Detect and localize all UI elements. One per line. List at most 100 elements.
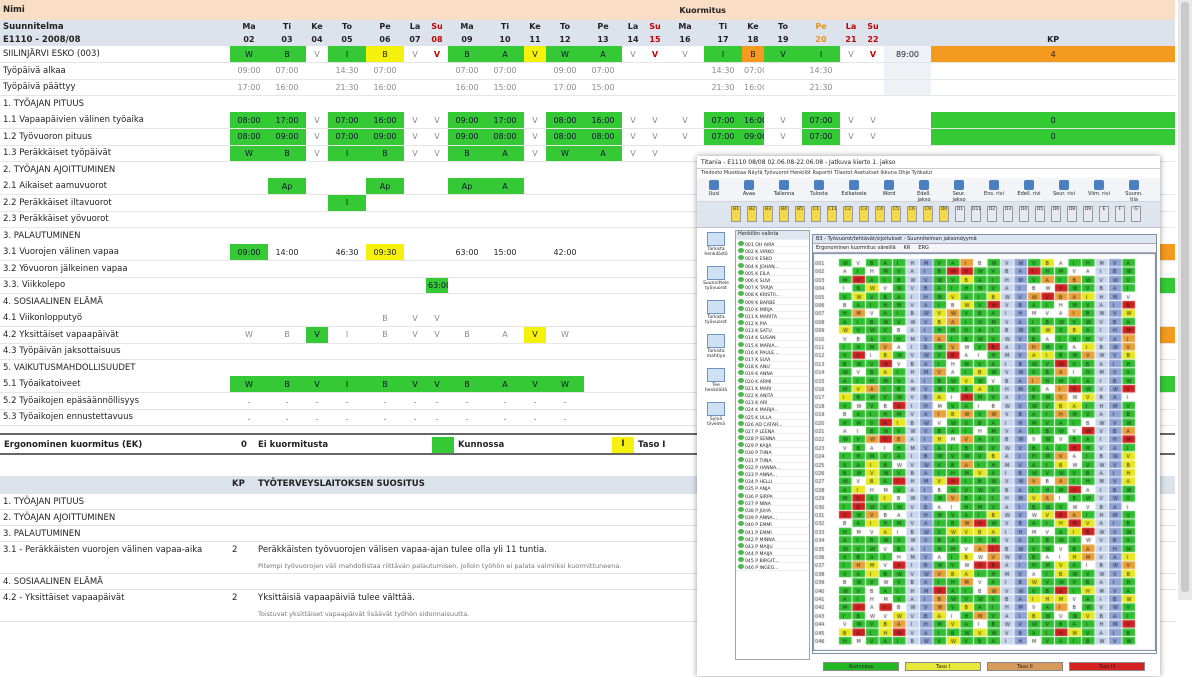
sidebar-button[interactable]: Tarkista mahtiya — [703, 334, 729, 366]
person-row[interactable]: 026 AD CATAR... — [736, 420, 809, 428]
shift-code-tab[interactable]: E — [1099, 206, 1109, 222]
person-row[interactable]: 008 K KRISTII... — [736, 290, 809, 298]
toolbar-button[interactable]: Seur. rivi — [1051, 180, 1077, 197]
person-row[interactable]: 002 K VIRKO — [736, 247, 809, 255]
toolbar-button[interactable]: Word — [876, 180, 902, 197]
scrollbar-thumb[interactable] — [1181, 2, 1189, 592]
person-row[interactable]: 038 P JUHA — [736, 506, 809, 514]
toolbar-button[interactable]: Edell. jakso — [911, 180, 937, 203]
person-row[interactable]: 009 K BARBE — [736, 298, 809, 306]
person-row[interactable]: 010 K MIRJA — [736, 305, 809, 313]
person-row[interactable]: 034 P HELLI — [736, 477, 809, 485]
toolbar-button[interactable]: Uusi — [701, 180, 727, 197]
grid-tab[interactable]: KR — [903, 245, 911, 251]
sidebar-button[interactable]: Suunnittele työvuorot — [703, 266, 729, 298]
person-row[interactable]: 039 P ANNA... — [736, 513, 809, 521]
sidebar-button[interactable]: Sylvä tiiveimä — [703, 402, 729, 434]
person-row[interactable]: 040 P EMMI — [736, 520, 809, 528]
person-row[interactable]: 029 P KAIJA — [736, 441, 809, 449]
person-row[interactable]: 005 K EILA — [736, 269, 809, 277]
shift-code-tab[interactable]: C11 — [827, 206, 837, 222]
person-row[interactable]: 025 K ULLA — [736, 413, 809, 421]
shift-code-tab[interactable]: B2 — [747, 206, 757, 222]
menu-bar[interactable]: Tiedosto Muokkaa Näytä Työvuorot Henkilö… — [701, 170, 933, 176]
shift-code-tab[interactable]: C9 — [923, 206, 933, 222]
shift-code-tab[interactable]: C3 — [859, 206, 869, 222]
person-row[interactable]: 018 K ANU — [736, 362, 809, 370]
shift-code-tab[interactable]: D2 — [987, 206, 997, 222]
shift-code-tab[interactable]: G — [1131, 206, 1141, 222]
person-row[interactable]: 001 OH AIRA — [736, 240, 809, 248]
sidebar-button[interactable]: Tee henkilöitä — [703, 368, 729, 400]
toolbar-button[interactable]: Tulosta — [806, 180, 832, 197]
person-list[interactable]: Henkilön valinta 001 OH AIRA 002 K VIRKO 0… — [735, 230, 810, 660]
person-row[interactable]: 016 K PAULE... — [736, 348, 809, 356]
shift-code-tab[interactable]: C2 — [843, 206, 853, 222]
toolbar-button[interactable]: Seur. jakso — [946, 180, 972, 203]
person-row[interactable]: 017 K SUVI — [736, 355, 809, 363]
person-row[interactable]: 033 P ANNA... — [736, 470, 809, 478]
person-row[interactable]: 044 P MAIJA — [736, 549, 809, 557]
grid-tab[interactable]: Ergonominen kuormitus väreillä — [816, 245, 896, 251]
titania-window[interactable]: Titania - E1110 08/08 02.06.08-22.06.08 … — [697, 156, 1160, 676]
shift-code-tab[interactable]: C6 — [907, 206, 917, 222]
person-row[interactable]: 007 K TARJA — [736, 283, 809, 291]
person-row[interactable]: 036 P SIRPA — [736, 492, 809, 500]
person-row[interactable]: 004 K JOHAN... — [736, 262, 809, 270]
person-row[interactable]: 030 P TIINA — [736, 448, 809, 456]
person-row[interactable]: 015 K MARIA... — [736, 341, 809, 349]
person-row[interactable]: 013 K SATU — [736, 326, 809, 334]
person-row[interactable]: 027 P LEENA — [736, 427, 809, 435]
shift-code-tab[interactable]: D9 — [1083, 206, 1093, 222]
person-row[interactable]: 003 K ESKO — [736, 254, 809, 262]
shift-code-tab[interactable]: D3 — [1003, 206, 1013, 222]
person-row[interactable]: 032 P HANNA... — [736, 463, 809, 471]
sidebar-button[interactable]: Tarkista henkilöstö — [703, 232, 729, 264]
shift-code-tab[interactable]: C5 — [891, 206, 901, 222]
toolbar-button[interactable]: Suunn. tila — [1121, 180, 1147, 203]
person-row[interactable]: 028 P SENNA — [736, 434, 809, 442]
shift-code-tab[interactable]: D5 — [1035, 206, 1045, 222]
person-row[interactable]: 021 K MARI — [736, 384, 809, 392]
person-row[interactable]: 014 K SUSAN — [736, 333, 809, 341]
shift-code-tab[interactable]: C1 — [811, 206, 821, 222]
sidebar-button[interactable]: Tarkista työvuorot — [703, 300, 729, 332]
schedule-grid-canvas[interactable] — [813, 253, 1156, 651]
toolbar-button[interactable]: Avaa — [736, 180, 762, 197]
shift-code-tab[interactable]: D6 — [1051, 206, 1061, 222]
shift-code-tab[interactable]: B1 — [731, 206, 741, 222]
shift-code-tab[interactable]: D4 — [1019, 206, 1029, 222]
person-row[interactable]: 041 P EMMI — [736, 528, 809, 536]
person-row[interactable]: 031 P TIINA — [736, 456, 809, 464]
toolbar-button[interactable]: Esikatsele — [841, 180, 867, 197]
person-row[interactable]: 037 P NINA — [736, 499, 809, 507]
person-row[interactable]: 006 K SUVI — [736, 276, 809, 284]
toolbar-button[interactable]: Ens. rivi — [981, 180, 1007, 197]
person-row[interactable]: 011 K MARITA — [736, 312, 809, 320]
grid-tab[interactable]: ERG — [918, 245, 929, 251]
shift-code-tab[interactable]: B3 — [763, 206, 773, 222]
shift-code-tab[interactable]: D0 — [939, 206, 949, 222]
person-row[interactable]: 042 P MINNA — [736, 535, 809, 543]
person-row[interactable]: 035 P ANJA — [736, 484, 809, 492]
person-row[interactable]: 019 K ANNA — [736, 369, 809, 377]
person-row[interactable]: 024 K MARJA... — [736, 405, 809, 413]
person-row[interactable]: 022 K ANITA — [736, 391, 809, 399]
person-row[interactable]: 023 K ARI — [736, 398, 809, 406]
vertical-scrollbar[interactable] — [1178, 0, 1192, 600]
shift-code-tab[interactable]: D1 — [955, 206, 965, 222]
shift-code-tab[interactable]: F — [1115, 206, 1125, 222]
person-row[interactable]: 046 P INGEG... — [736, 563, 809, 571]
schedule-grid[interactable]: B3 - Työvuorot/tehtävät/sijoitukset - Su… — [812, 234, 1157, 654]
person-row[interactable]: 043 P MAIJU — [736, 542, 809, 550]
person-row[interactable]: 012 K PIA — [736, 319, 809, 327]
toolbar-button[interactable]: Edell. rivi — [1016, 180, 1042, 197]
shift-code-tab[interactable]: D8 — [1067, 206, 1077, 222]
shift-code-tab[interactable]: D11 — [971, 206, 981, 222]
toolbar-button[interactable]: Viim. rivi — [1086, 180, 1112, 197]
toolbar-button[interactable]: Tallenna — [771, 180, 797, 197]
person-row[interactable]: 045 P BIRGIT... — [736, 556, 809, 564]
shift-code-tab[interactable]: B4 — [779, 206, 789, 222]
shift-code-tab[interactable]: B5 — [795, 206, 805, 222]
person-row[interactable]: 020 K ARMI — [736, 377, 809, 385]
